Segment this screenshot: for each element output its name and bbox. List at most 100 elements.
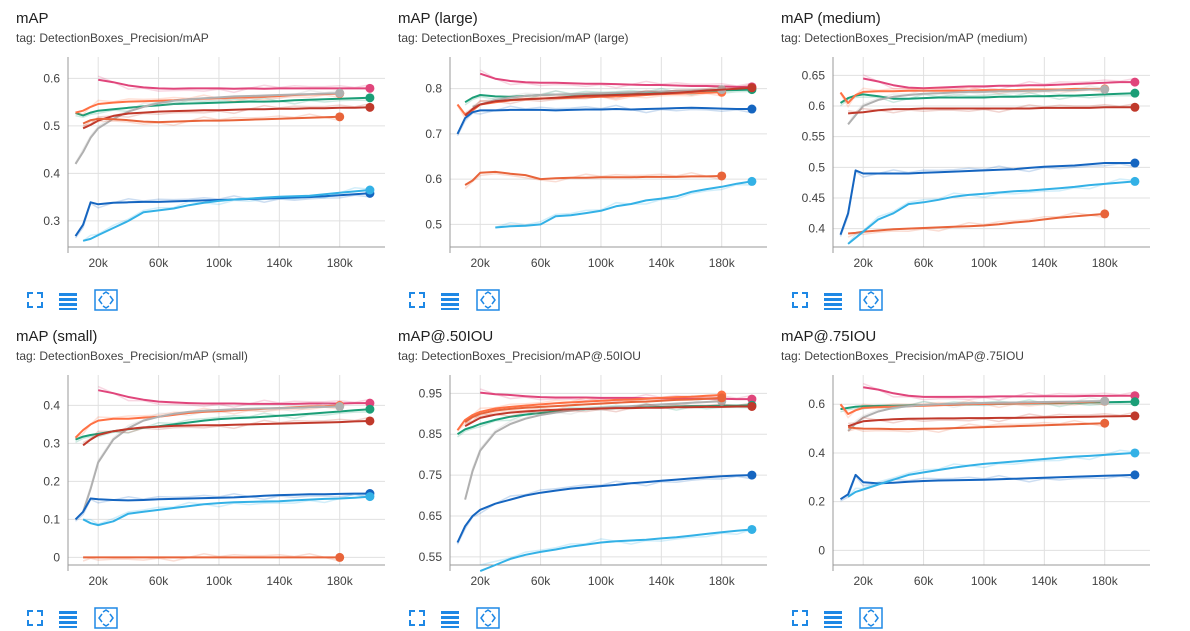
series-line[interactable] [472, 88, 722, 108]
series-endpoint[interactable] [717, 171, 727, 181]
series-line[interactable] [839, 162, 1135, 236]
fit-domain-icon[interactable] [859, 607, 883, 629]
series-line[interactable] [847, 451, 1135, 498]
data-table-icon[interactable] [822, 289, 844, 311]
series-line[interactable] [479, 72, 752, 88]
series-line[interactable] [847, 414, 1135, 428]
y-tick-label: 0.65 [802, 68, 826, 82]
fullscreen-icon[interactable] [406, 289, 428, 311]
series-endpoint[interactable] [1100, 84, 1110, 94]
fit-domain-icon[interactable] [476, 607, 500, 629]
series-line[interactable] [839, 92, 1135, 104]
series-line[interactable] [863, 386, 1135, 398]
data-table-icon[interactable] [822, 607, 844, 629]
series-line[interactable] [847, 400, 1105, 432]
series-line[interactable] [82, 106, 370, 130]
fullscreen-icon[interactable] [24, 607, 46, 629]
x-tick-label: 140k [266, 574, 293, 588]
series-endpoint[interactable] [1130, 448, 1140, 458]
fullscreen-icon[interactable] [789, 289, 811, 311]
fullscreen-icon[interactable] [789, 607, 811, 629]
series-endpoint[interactable] [365, 93, 375, 103]
series-line[interactable] [75, 96, 370, 117]
series-endpoint[interactable] [365, 102, 375, 112]
series-line[interactable] [98, 78, 370, 90]
y-tick-label: 0.6 [808, 397, 825, 411]
series-endpoint[interactable] [365, 185, 375, 195]
series-line[interactable] [464, 170, 722, 186]
data-table-icon[interactable] [57, 607, 79, 629]
series-line[interactable] [456, 474, 752, 543]
series-line[interactable] [82, 115, 340, 125]
line-chart[interactable]: 0.5 0.6 0.7 0.8 20k 60k 100k 140k 180k [398, 0, 781, 284]
series-endpoint[interactable] [747, 401, 757, 411]
fullscreen-icon[interactable] [406, 607, 428, 629]
series-line[interactable] [74, 92, 340, 165]
series-line[interactable] [464, 396, 722, 423]
series-line[interactable] [464, 86, 752, 117]
series-line[interactable] [863, 77, 1135, 90]
line-chart[interactable]: 0 0.2 0.4 0.6 20k 60k 100k 140k 180k [781, 318, 1164, 602]
series-endpoint[interactable] [747, 470, 757, 480]
series-endpoint[interactable] [1130, 411, 1140, 421]
series-line[interactable] [82, 420, 370, 447]
data-table-icon[interactable] [439, 289, 461, 311]
series-line[interactable] [839, 473, 1135, 501]
line-chart[interactable]: 0.55 0.65 0.75 0.85 0.95 20k 60k 100k 140k 180k [398, 318, 781, 602]
line-chart[interactable]: 0.4 0.45 0.5 0.55 0.6 0.65 20k 60k 100k 140k 180k [781, 0, 1164, 284]
series-line[interactable] [848, 422, 1105, 431]
series-endpoint[interactable] [1130, 470, 1140, 480]
series-endpoint[interactable] [365, 492, 375, 502]
series-endpoint[interactable] [1130, 102, 1140, 112]
series-line[interactable] [847, 88, 1105, 126]
series-line[interactable] [74, 192, 370, 237]
chart-title: mAP@.50IOU [398, 328, 494, 345]
series-line[interactable] [82, 189, 370, 242]
series-line[interactable] [82, 495, 370, 527]
series-endpoint[interactable] [747, 176, 757, 186]
series-endpoint[interactable] [1130, 176, 1140, 186]
x-tick-label: 140k [266, 256, 293, 270]
series-endpoint[interactable] [1130, 77, 1140, 87]
series-endpoint[interactable] [747, 83, 757, 93]
series-endpoint[interactable] [335, 402, 345, 412]
series-endpoint[interactable] [365, 83, 375, 93]
fit-domain-icon[interactable] [94, 289, 118, 311]
fit-domain-icon[interactable] [94, 607, 118, 629]
series-endpoint[interactable] [335, 88, 345, 98]
series-endpoint[interactable] [717, 393, 727, 403]
series-line[interactable] [847, 180, 1135, 245]
series-endpoint[interactable] [1100, 418, 1110, 428]
x-tick-label: 20k [854, 256, 874, 270]
line-chart[interactable]: 0 0.1 0.2 0.3 0.4 20k 60k 100k 140k 180k [16, 318, 399, 602]
series-endpoint[interactable] [747, 524, 757, 534]
series-endpoint[interactable] [1130, 397, 1140, 407]
data-table-icon[interactable] [57, 289, 79, 311]
series-endpoint[interactable] [1130, 88, 1140, 98]
y-tick-label: 0.6 [425, 172, 442, 186]
series-line[interactable] [848, 212, 1105, 235]
fit-domain-icon[interactable] [859, 289, 883, 311]
series-line[interactable] [456, 106, 752, 135]
fullscreen-icon[interactable] [24, 289, 46, 311]
series-line[interactable] [82, 405, 340, 513]
x-tick-label: 60k [531, 574, 551, 588]
series-line[interactable] [479, 528, 752, 573]
data-table-icon[interactable] [439, 607, 461, 629]
series-endpoint[interactable] [1100, 396, 1110, 406]
series-endpoint[interactable] [747, 104, 757, 114]
series-line[interactable] [464, 405, 752, 427]
series-line[interactable] [98, 389, 370, 405]
series-line[interactable] [848, 106, 1135, 115]
series-endpoint[interactable] [1130, 158, 1140, 168]
series-endpoint[interactable] [1100, 209, 1110, 219]
series-line[interactable] [74, 492, 370, 521]
series-endpoint[interactable] [365, 404, 375, 414]
series-line[interactable] [495, 180, 753, 229]
fit-domain-icon[interactable] [476, 289, 500, 311]
series-endpoint[interactable] [335, 552, 345, 562]
series-endpoint[interactable] [335, 112, 345, 122]
line-chart[interactable]: 0.3 0.4 0.5 0.6 20k 60k 100k 140k 180k [16, 0, 399, 284]
series-endpoint[interactable] [365, 416, 375, 426]
series-line[interactable] [456, 394, 722, 431]
